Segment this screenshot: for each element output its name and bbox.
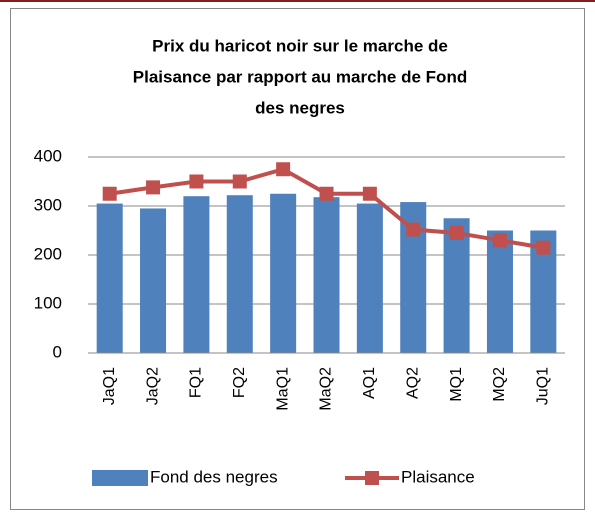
legend-label: Fond des negres <box>150 467 278 486</box>
x-tick-label: MaQ2 <box>318 367 335 411</box>
bar <box>443 218 470 353</box>
y-tick-label: 400 <box>34 146 62 165</box>
x-tick-label: MQ1 <box>448 367 465 402</box>
y-tick-label: 0 <box>53 342 62 361</box>
line-marker <box>492 233 507 248</box>
legend-label: Plaisance <box>401 467 475 486</box>
line-marker <box>276 162 291 177</box>
bar <box>183 196 210 353</box>
line-marker <box>362 186 377 201</box>
bar <box>356 203 383 353</box>
line-marker <box>319 186 334 201</box>
line-marker <box>449 225 464 240</box>
chart-title: Plaisance par rapport au marche de Fond <box>133 67 467 86</box>
bar <box>226 195 253 353</box>
chart-title: Prix du haricot noir sur le marche de <box>152 36 448 55</box>
x-tick-label: AQ1 <box>361 367 378 399</box>
y-tick-label: 300 <box>34 195 62 214</box>
x-tick-label: FQ2 <box>231 367 248 398</box>
x-tick-label: MaQ1 <box>274 367 291 411</box>
bar <box>96 203 123 353</box>
line-marker <box>232 174 247 189</box>
x-tick-label: JaQ2 <box>144 367 161 405</box>
chart-title: des negres <box>255 98 345 117</box>
bar <box>486 230 513 353</box>
legend-swatch <box>365 471 379 485</box>
x-tick-label: MQ2 <box>491 367 508 402</box>
line-marker <box>189 174 204 189</box>
x-tick-label: JaQ1 <box>101 367 118 405</box>
x-tick-label: JuQ1 <box>535 367 552 405</box>
y-tick-label: 200 <box>34 244 62 263</box>
legend-swatch <box>92 470 148 486</box>
bar <box>270 193 297 353</box>
line-marker <box>406 222 421 237</box>
x-tick-label: FQ1 <box>188 367 205 398</box>
bar <box>313 197 340 353</box>
line-marker <box>536 240 551 255</box>
x-tick-label: AQ2 <box>404 367 421 399</box>
line-marker <box>102 186 117 201</box>
bar <box>140 208 167 353</box>
line-marker <box>146 180 161 195</box>
y-tick-label: 100 <box>34 293 62 312</box>
